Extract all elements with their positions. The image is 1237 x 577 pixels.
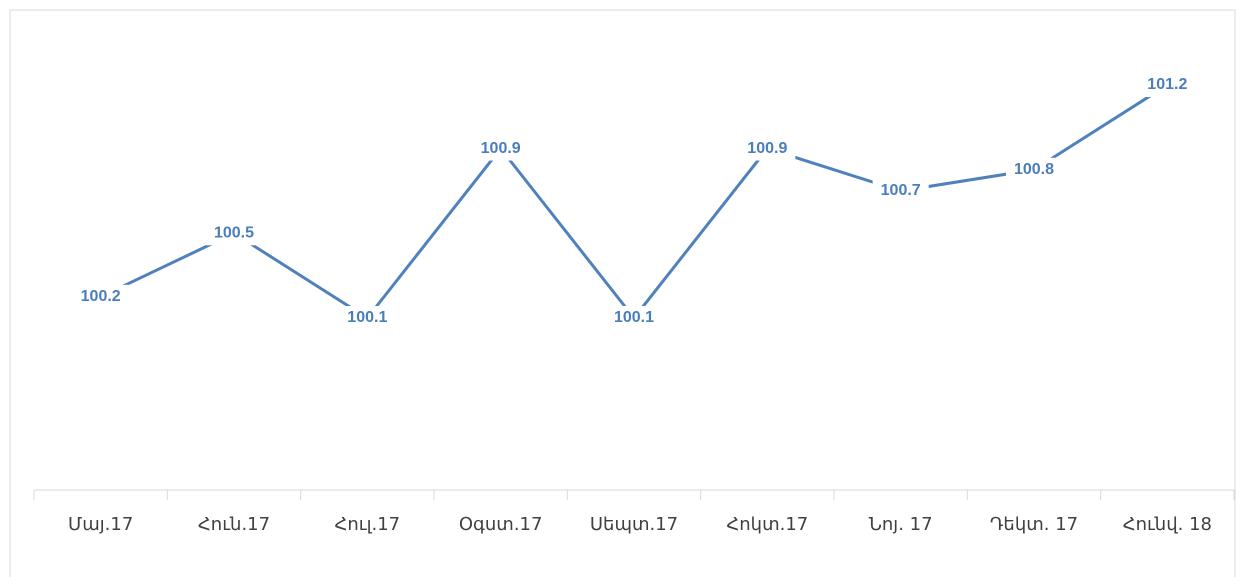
data-label: 100.7 bbox=[881, 182, 921, 199]
x-tick-label: Հունվ. 18 bbox=[1123, 514, 1212, 535]
x-tick-label: Սեպտ.17 bbox=[590, 514, 678, 535]
label-bg bbox=[472, 136, 529, 161]
x-tick-label: Հոկտ.17 bbox=[726, 514, 808, 535]
x-tick-label: Հուն.17 bbox=[198, 514, 270, 535]
label-bg bbox=[872, 178, 929, 203]
x-tick-label: Մայ.17 bbox=[68, 514, 133, 535]
data-label: 100.8 bbox=[1014, 161, 1054, 178]
chart-frame bbox=[9, 9, 1236, 577]
x-tick-label: Օգստ.17 bbox=[459, 514, 543, 535]
x-tick-label: Նոյ. 17 bbox=[869, 514, 933, 535]
data-label: 100.1 bbox=[347, 309, 387, 326]
data-label: 100.1 bbox=[614, 309, 654, 326]
label-bg bbox=[606, 306, 662, 330]
label-bg bbox=[206, 221, 262, 246]
label-bg bbox=[739, 136, 796, 161]
data-label: 100.2 bbox=[81, 288, 121, 305]
data-label: 101.2 bbox=[1147, 76, 1187, 93]
label-bg bbox=[72, 284, 129, 309]
data-label: 100.9 bbox=[481, 140, 521, 157]
x-tick-label: Հուլ.17 bbox=[335, 514, 401, 535]
label-bg bbox=[1139, 73, 1196, 97]
x-tick-label: Դեկտ. 17 bbox=[990, 514, 1078, 535]
data-label: 100.9 bbox=[747, 140, 787, 157]
label-bg bbox=[339, 306, 396, 330]
label-bg bbox=[1006, 157, 1062, 182]
line bbox=[100, 83, 1169, 321]
data-label: 100.5 bbox=[214, 224, 254, 241]
